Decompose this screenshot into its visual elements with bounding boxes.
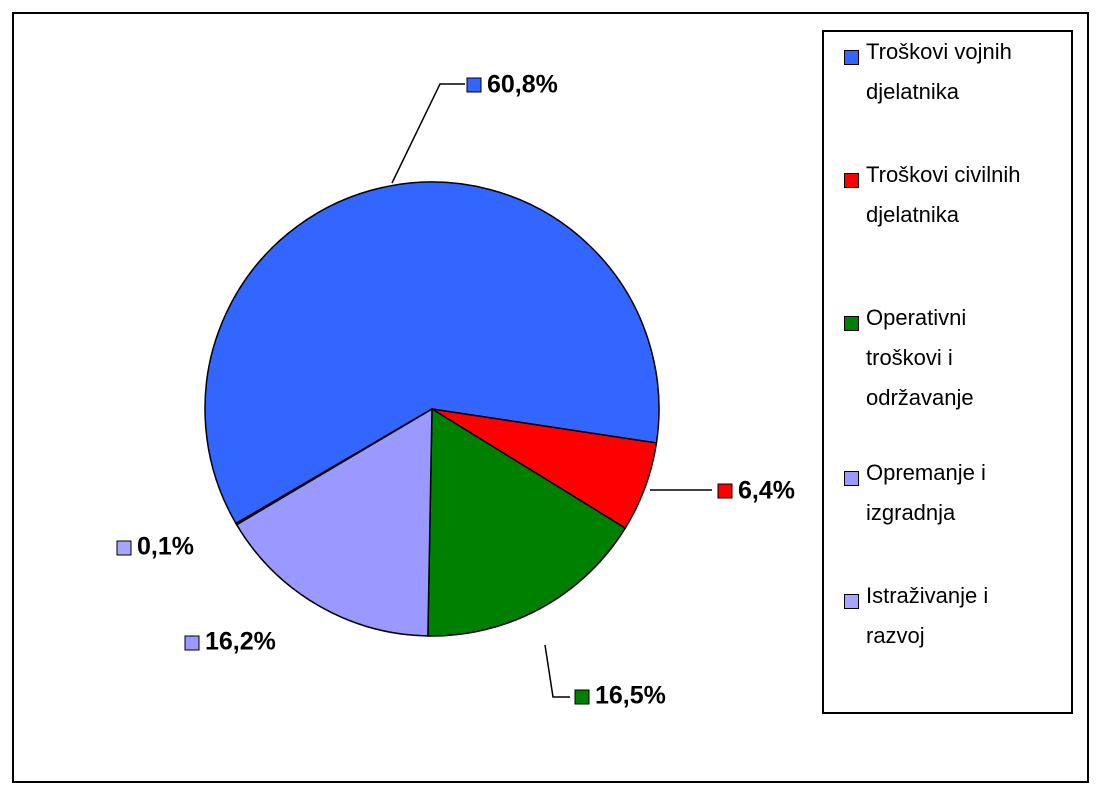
legend-item: Troškovi civilnih djelatnika [844, 162, 1069, 235]
legend: Troškovi vojnih djelatnika Troškovi civil… [822, 30, 1073, 714]
legend-swatch [844, 471, 859, 486]
data-label: 16,2% [205, 628, 276, 656]
legend-item: Istraživanje i razvoj [844, 583, 1069, 656]
legend-label: Operativni troškovi i održavanje [866, 305, 974, 410]
leader-line [391, 83, 465, 184]
legend-label: Istraživanje i razvoj [866, 583, 989, 648]
pie-slice [427, 407, 627, 637]
data-label: 16,5% [595, 682, 666, 710]
legend-label: Opremanje i izgradnja [866, 460, 986, 525]
legend-item: Operativni troškovi i održavanje [844, 305, 1069, 418]
pie-slice [235, 407, 433, 637]
legend-label: Troškovi civilnih djelatnika [866, 162, 1021, 227]
legend-swatch [844, 173, 859, 188]
label-swatch [717, 483, 733, 499]
legend-item: Opremanje i izgradnja [844, 460, 1069, 533]
leader-line [544, 644, 570, 698]
legend-label: Troškovi vojnih djelatnika [866, 39, 1012, 104]
legend-swatch [844, 316, 859, 331]
data-label: 0,1% [137, 533, 194, 561]
legend-swatch [844, 594, 859, 609]
legend-item: Troškovi vojnih djelatnika [844, 39, 1069, 112]
legend-swatch [844, 50, 859, 65]
label-swatch [574, 689, 590, 705]
pie-slice [204, 181, 660, 525]
data-label: 60,8% [487, 71, 558, 99]
label-swatch [116, 540, 132, 556]
pie-slice [234, 408, 433, 526]
label-swatch [184, 635, 200, 651]
data-label: 6,4% [738, 477, 795, 505]
label-swatch [466, 77, 482, 93]
